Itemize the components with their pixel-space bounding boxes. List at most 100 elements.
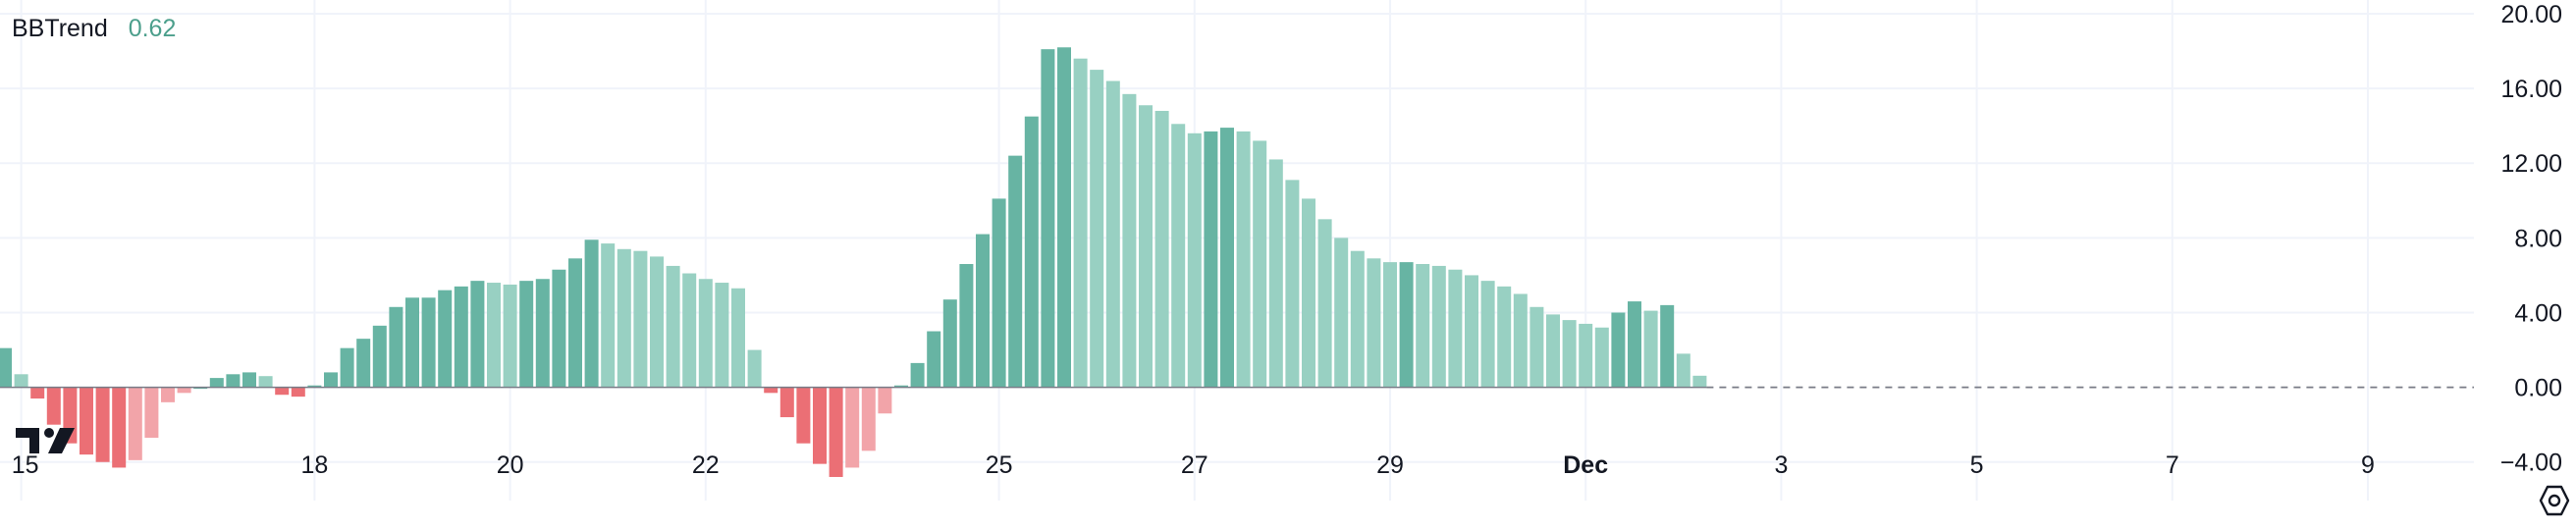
histogram-bar: [584, 239, 599, 388]
histogram-bar: [438, 290, 453, 388]
histogram-bar: [209, 378, 224, 388]
x-tick-label: 22: [692, 451, 720, 479]
histogram-bar: [1676, 353, 1690, 388]
histogram-bar: [177, 387, 191, 394]
histogram-bar: [552, 269, 566, 388]
histogram-bar: [910, 362, 925, 388]
y-tick-label: 20.00: [2500, 1, 2562, 28]
histogram-bar: [682, 273, 697, 388]
histogram-bar: [796, 387, 811, 444]
histogram-bar: [1220, 128, 1234, 388]
x-tick-label: 25: [986, 451, 1013, 479]
x-tick-label: 7: [2166, 451, 2179, 479]
x-tick-label: 15: [12, 451, 39, 479]
histogram-bar: [861, 387, 876, 451]
histogram-bar: [942, 299, 957, 388]
x-tick-label: 3: [1774, 451, 1788, 479]
histogram-bar: [633, 250, 648, 388]
indicator-legend[interactable]: BBTrend 0.62: [12, 12, 176, 45]
histogram-bar: [927, 331, 941, 388]
histogram-bar: [1594, 327, 1609, 388]
histogram-bar: [1236, 131, 1251, 388]
histogram-bar: [226, 374, 241, 388]
histogram-bar: [1317, 219, 1332, 388]
histogram-bar: [1024, 116, 1039, 388]
histogram-bar: [1416, 264, 1430, 388]
y-tick-label: −4.00: [2500, 450, 2562, 477]
histogram-bar: [1090, 70, 1104, 388]
histogram-bar: [650, 256, 664, 388]
x-tick-label: 27: [1181, 451, 1208, 479]
histogram-bar: [275, 387, 290, 396]
indicator-name: BBTrend: [12, 15, 108, 42]
histogram-bar: [470, 281, 485, 388]
histogram-bar: [487, 283, 501, 388]
histogram-bar: [80, 387, 93, 455]
histogram-bar: [813, 387, 827, 464]
y-tick-label: 4.00: [2514, 299, 2562, 327]
histogram-bar: [747, 349, 762, 388]
histogram-bar: [1628, 301, 1641, 388]
settings-gear-icon[interactable]: [2537, 483, 2572, 518]
y-tick-label: 16.00: [2500, 76, 2562, 103]
histogram-bar: [731, 288, 745, 388]
histogram-bar: [1399, 262, 1414, 388]
y-tick-label: 8.00: [2514, 225, 2562, 252]
histogram-bar: [503, 284, 517, 388]
histogram-bar: [601, 243, 616, 388]
histogram-bar: [95, 387, 110, 462]
histogram-bar: [1480, 281, 1495, 388]
histogram-bar: [1497, 286, 1512, 388]
x-tick-label: 9: [2361, 451, 2375, 479]
histogram-bar: [1465, 275, 1478, 388]
indicator-value: 0.62: [128, 15, 177, 42]
histogram-bar: [46, 387, 61, 425]
histogram-bar: [389, 306, 403, 388]
histogram-bar: [242, 372, 256, 388]
histogram-bar: [1611, 312, 1626, 388]
histogram-bar: [1171, 124, 1186, 388]
histogram-bar: [258, 376, 273, 388]
y-axis-labels: 20.00 16.00 12.00 8.00 4.00 0.00 −4.00: [2500, 1, 2562, 477]
histogram-bar: [112, 387, 127, 468]
histogram-bar: [356, 339, 371, 388]
histogram-bar: [715, 283, 729, 388]
histogram-bar: [878, 387, 892, 414]
histogram-bar: [1139, 105, 1153, 388]
histogram-bar: [1562, 320, 1577, 388]
histogram-bar: [1008, 155, 1023, 388]
histogram-bar: [1268, 159, 1283, 388]
histogram-bar: [617, 248, 631, 388]
histogram-bar: [0, 347, 12, 388]
histogram-bar: [421, 297, 436, 388]
histogram-bar: [340, 347, 354, 388]
histogram-bar: [1350, 250, 1365, 388]
histogram-bar: [976, 234, 990, 388]
histogram-bar: [1041, 49, 1055, 388]
histogram-bar: [1122, 93, 1137, 388]
x-tick-label: 18: [300, 451, 328, 479]
histogram-bar: [1448, 269, 1463, 388]
x-tick-label: 5: [1970, 451, 1984, 479]
histogram-bar: [324, 372, 338, 388]
histogram-bar: [1643, 310, 1658, 388]
histogram-bar: [666, 265, 680, 388]
x-axis-labels: 15 18 20 22 25 27 29 Dec 3 5 7 9: [12, 451, 2375, 479]
histogram-bar: [161, 387, 175, 402]
tradingview-logo-icon[interactable]: [16, 424, 79, 457]
histogram-bar: [372, 325, 387, 388]
y-tick-label: 12.00: [2500, 150, 2562, 178]
histogram-bar: [128, 387, 142, 460]
x-tick-label: 29: [1376, 451, 1404, 479]
histogram-bar: [14, 374, 28, 388]
histogram-bar: [992, 198, 1006, 388]
histogram-bar: [1073, 58, 1088, 388]
histogram-bar: [1660, 304, 1675, 388]
histogram-bar: [1154, 110, 1169, 388]
histogram-bar: [291, 387, 305, 398]
histogram-bar: [1579, 323, 1593, 388]
histogram-bar: [30, 387, 45, 399]
histogram-bar: [1383, 262, 1397, 388]
histogram-bar: [519, 281, 534, 388]
histogram-bar: [1334, 238, 1349, 388]
